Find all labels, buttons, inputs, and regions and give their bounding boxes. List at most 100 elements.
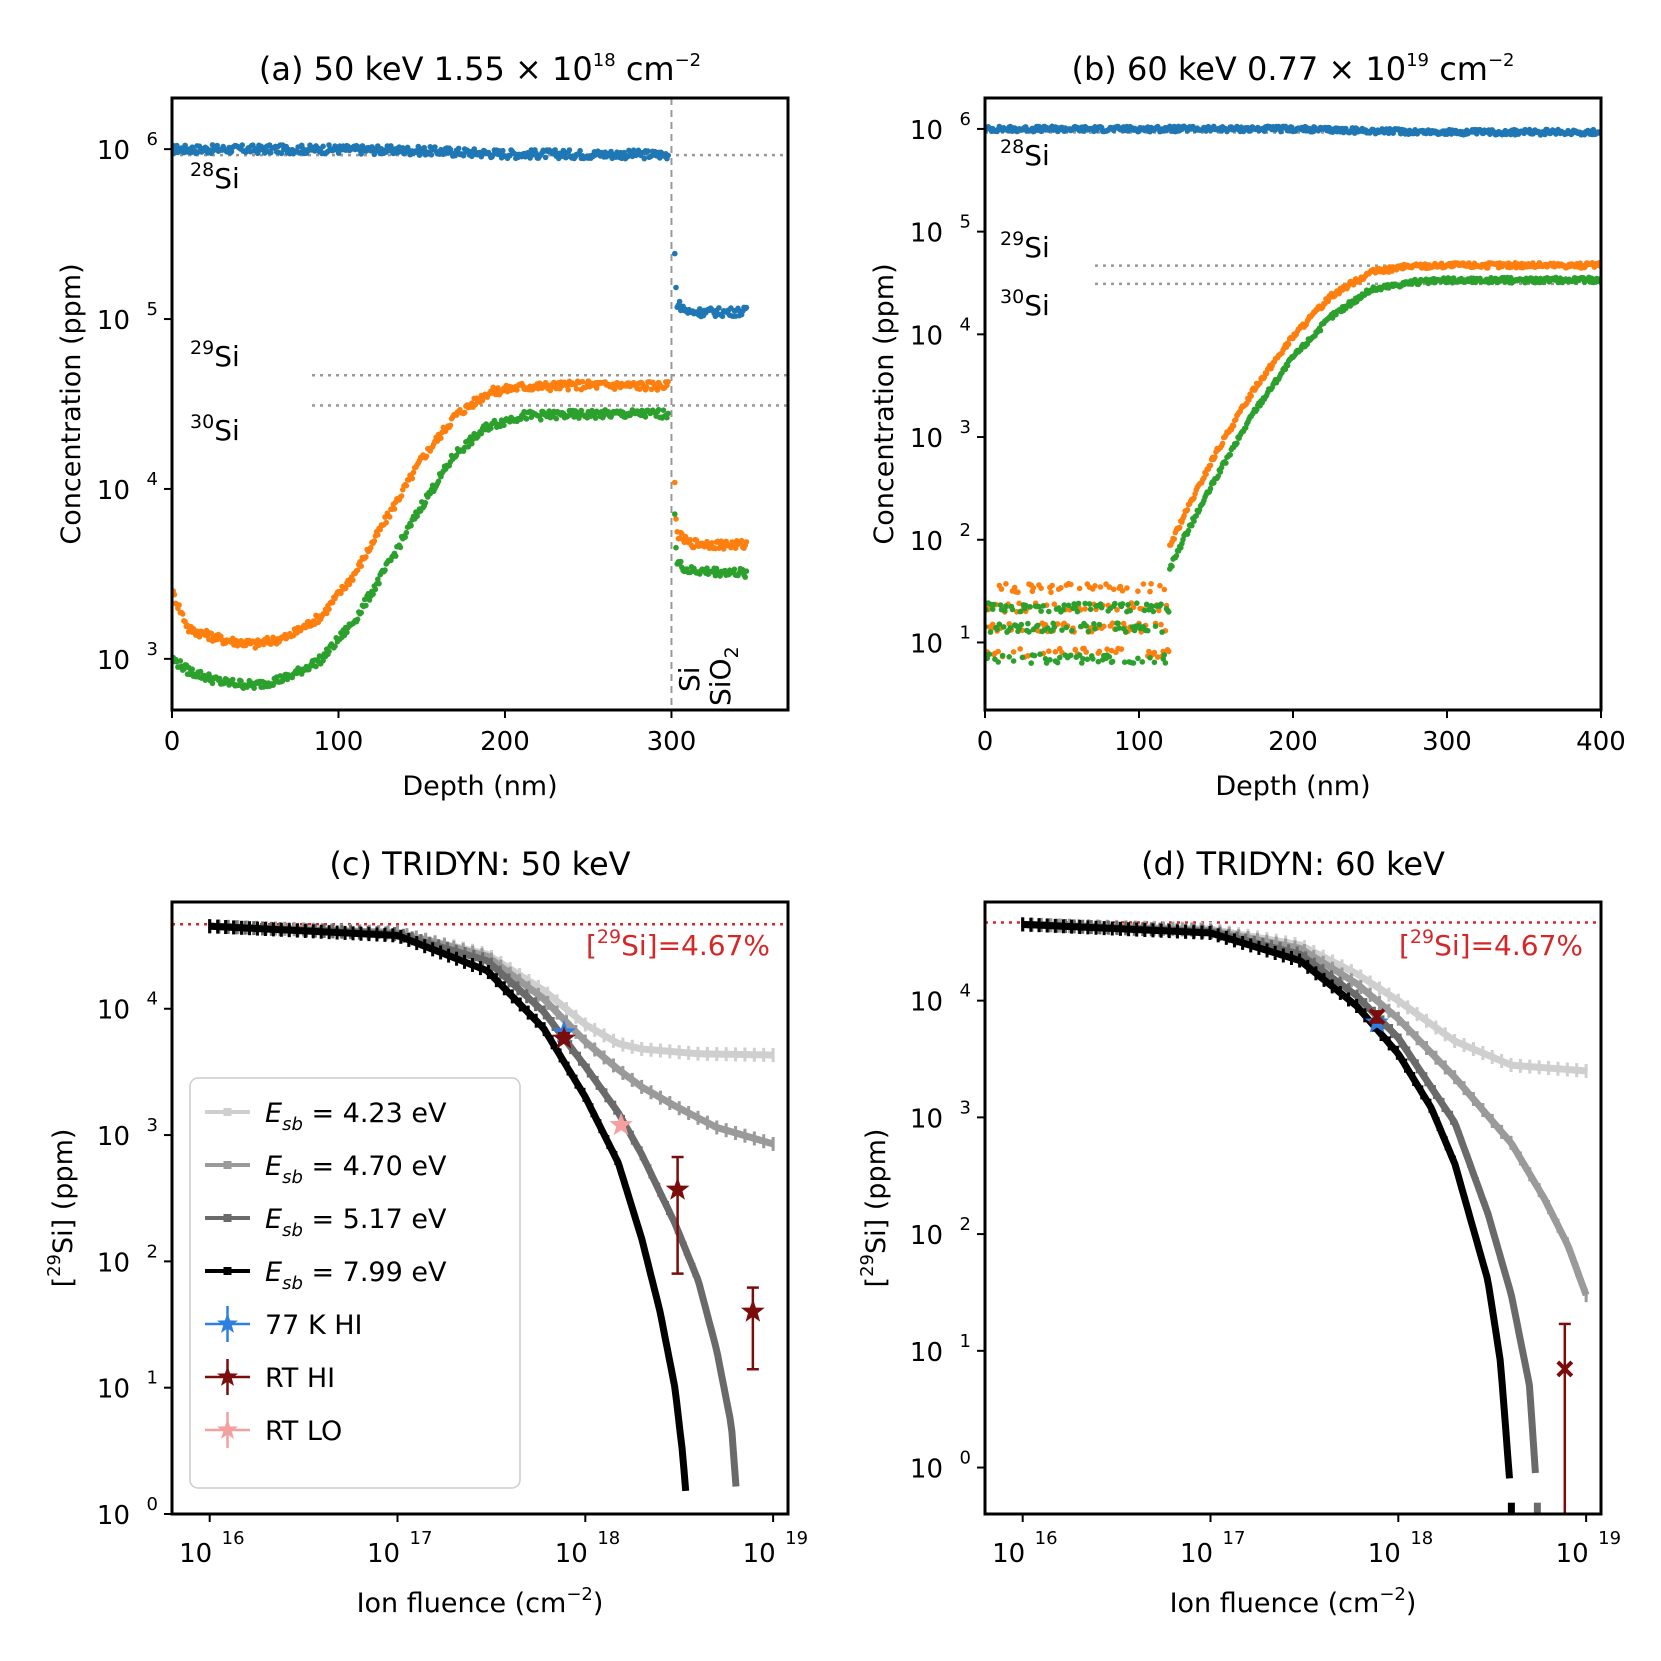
data-point [363,554,369,560]
data-point [1119,601,1126,607]
data-point [1076,585,1083,592]
data-point [1124,585,1130,591]
data-point [1046,648,1052,654]
legend-label: RT LO [265,1416,342,1447]
data-point [176,602,182,608]
data-point [383,519,390,526]
data-point [358,609,365,616]
iso-28-label-a: 28Si [190,159,240,195]
y-tick-exponent: 1 [960,1331,971,1352]
panel-b-plot [985,123,1601,666]
data-point [1076,652,1083,658]
data-point [469,153,475,160]
data-point [1169,563,1175,570]
data-point [565,387,571,393]
data-point [1134,600,1140,606]
data-point [1007,625,1014,631]
data-point [500,147,506,154]
data-point [1017,608,1023,615]
data-point [421,144,428,151]
data-point [573,386,580,392]
x-tick-exponent: 19 [1598,1528,1621,1549]
data-point [1031,652,1038,659]
data-point [994,626,1000,633]
y-tick-label: 10 [910,1455,943,1485]
data-point [1141,607,1148,614]
data-point [1118,646,1125,652]
y-tick-label: 10 [97,646,130,676]
data-point [1018,621,1025,628]
data-point [229,676,236,683]
data-point [1149,603,1155,610]
panel-d-ylabel: [29Si] (ppm) [857,1129,892,1288]
data-point [335,150,342,156]
data-point [1191,495,1197,501]
data-point [1074,608,1081,615]
data-point [1028,660,1034,666]
data-point [177,658,184,664]
iso-29-label-b: 29Si [1000,228,1050,264]
data-point [1106,654,1113,660]
data-point [1233,416,1239,423]
data-point [1030,585,1037,591]
data-point [1110,586,1117,593]
data-point [687,537,694,543]
data-point [1015,589,1021,595]
data-point [1112,600,1118,607]
data-point [643,384,650,391]
data-point [1101,623,1107,630]
data-point [326,606,332,612]
data-point [326,648,332,655]
iso-29-label-a: 29Si [190,337,240,373]
legend-star-icon [217,1366,238,1386]
data-point [1027,604,1033,610]
series-28Si [172,142,671,162]
natural-abundance-label-c: [29Si]=4.67% [586,926,770,962]
data-point [409,475,416,482]
y-tick-label: 10 [97,306,130,336]
x-tick-label: 0 [164,727,181,757]
data-point [1156,607,1162,614]
data-point [665,152,671,159]
data-point [995,659,1001,665]
data-point [455,145,462,152]
data-point [1176,524,1183,531]
data-point [1284,362,1291,369]
natural-abundance-label-d: [29Si]=4.67% [1399,926,1583,962]
data-point [1131,627,1138,634]
y-tick-label: 10 [910,321,943,351]
y-tick-exponent: 4 [147,469,158,490]
panel-d-frame [983,900,1603,1516]
data-point [346,581,353,588]
y-tick-label: 10 [97,1248,130,1278]
data-point [1158,621,1164,628]
data-point [743,539,750,545]
data-point [1185,527,1192,534]
legend-label: Esb = 7.99 eV [265,1257,447,1294]
data-point [1006,654,1012,660]
data-point [410,469,417,476]
data-point [989,606,996,612]
data-point [432,144,438,150]
series-28Si-SiO2 [672,250,750,320]
x-tick-label: 10 [367,1539,400,1569]
data-point [1117,583,1124,590]
x-tick-label: 10 [992,1539,1025,1569]
x-tick-label: 100 [314,727,364,757]
data-point [1075,600,1082,607]
data-point [372,586,379,593]
series-30Si [985,274,1601,666]
data-point [678,558,684,565]
data-point [371,538,378,544]
data-point [1165,609,1172,615]
data-point [986,651,993,657]
data-point [320,657,326,664]
data-point [1046,608,1052,615]
data-point [1212,454,1218,460]
data-point [329,599,336,606]
y-tick-label: 10 [910,219,943,249]
data-point [693,537,700,543]
series-30Si-SiO2 [672,511,750,580]
